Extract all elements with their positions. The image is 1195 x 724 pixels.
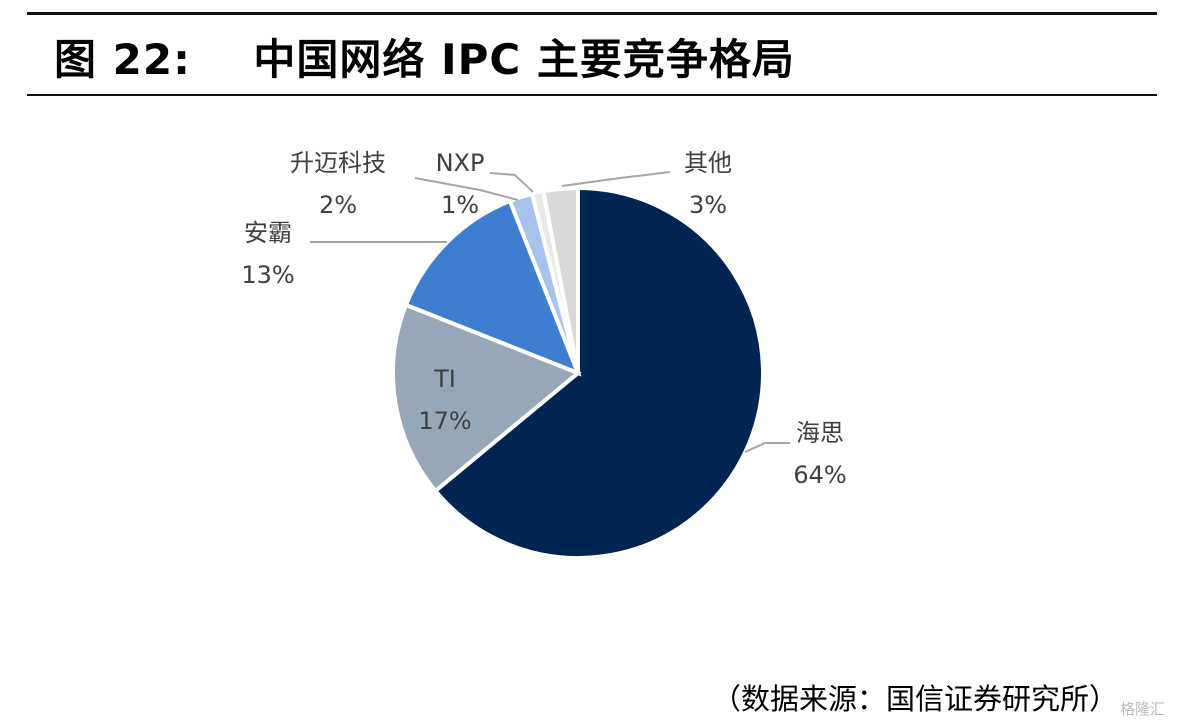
title-rule	[27, 94, 1157, 96]
top-rule	[27, 12, 1157, 15]
figure-title: 图 22: 中国网络 IPC 主要竞争格局	[54, 35, 795, 84]
pie-slice-2	[403, 198, 582, 377]
label-value: 2%	[318, 191, 358, 219]
label-value: 3%	[688, 191, 728, 219]
label-value: 13%	[241, 261, 295, 289]
label-name: 升迈科技	[290, 149, 386, 177]
label-name: TI	[434, 365, 456, 393]
label-name: 其他	[684, 149, 732, 177]
leader-line-shengmai	[414, 177, 519, 201]
label-haisi: 海思 64%	[780, 412, 860, 496]
label-other: 其他 3%	[668, 142, 748, 226]
label-nxp: NXP 1%	[420, 142, 500, 226]
label-ti: TI 17%	[405, 358, 485, 442]
leader-line-other	[561, 171, 671, 187]
leader-line-nxp	[489, 172, 534, 193]
pie-slice-1	[391, 302, 582, 494]
leader-lines	[310, 171, 790, 453]
label-name: NXP	[435, 149, 485, 177]
label-anba: 安霸 13%	[228, 212, 308, 296]
watermark: 格隆汇	[1120, 700, 1166, 718]
label-shengmai: 升迈科技 2%	[268, 142, 408, 226]
label-name: 海思	[796, 419, 844, 447]
label-name: 安霸	[244, 219, 292, 247]
label-value: 17%	[418, 407, 472, 435]
pie-slice-5	[540, 185, 580, 374]
source-note: （数据来源：国信证券研究所）	[712, 682, 1119, 716]
leader-line-haisi	[744, 442, 790, 453]
label-value: 64%	[793, 461, 847, 489]
label-value: 1%	[440, 191, 480, 219]
